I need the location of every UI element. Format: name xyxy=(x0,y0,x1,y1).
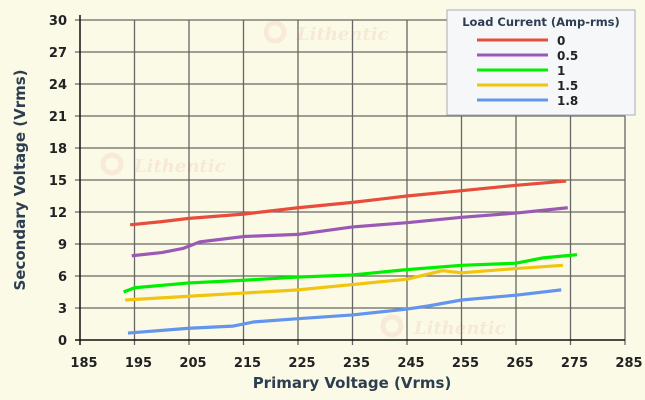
x-tick-label: 185 xyxy=(70,356,97,371)
x-tick-label: 215 xyxy=(234,356,261,371)
legend: Load Current (Amp-rms) 00.511.51.8 xyxy=(446,9,636,116)
watermark-logo xyxy=(380,314,404,338)
x-tick-label: 285 xyxy=(615,356,642,371)
legend-title: Load Current (Amp-rms) xyxy=(462,15,620,29)
y-tick-label: 15 xyxy=(49,174,67,189)
legend-label: 1.8 xyxy=(557,94,578,108)
axes: 185 195 205 215 225 235 245 255 265 275 2850369121… xyxy=(49,14,643,371)
legend-label: 0.5 xyxy=(557,49,578,63)
y-axis-label: Secondary Voltage (Vrms) xyxy=(11,69,29,290)
watermark-logo xyxy=(263,20,287,44)
y-tick-label: 27 xyxy=(49,46,67,61)
series-line-1.5 xyxy=(125,263,563,302)
y-tick-label: 30 xyxy=(49,14,67,29)
legend-label: 1 xyxy=(557,64,565,78)
x-tick-label: 275 xyxy=(561,356,588,371)
x-tick-label: 245 xyxy=(397,356,424,371)
watermark-text: Lithentic xyxy=(296,24,389,45)
y-tick-label: 21 xyxy=(49,110,67,125)
y-tick-label: 18 xyxy=(49,142,67,157)
legend-label: 1.5 xyxy=(557,79,578,93)
legend-box xyxy=(446,9,636,116)
y-tick-label: 0 xyxy=(58,334,67,349)
series-line-1 xyxy=(123,253,578,294)
x-tick-label: 195 xyxy=(125,356,152,371)
x-tick-label: 225 xyxy=(288,356,315,371)
y-tick-label: 24 xyxy=(49,78,67,93)
y-tick-label: 9 xyxy=(58,238,67,253)
y-tick-label: 12 xyxy=(49,206,67,221)
x-axis-label: Primary Voltage (Vrms) xyxy=(253,374,452,392)
watermark-text: Lithentic xyxy=(413,318,506,339)
x-tick-label: 265 xyxy=(506,356,533,371)
x-tick-label: 255 xyxy=(452,356,479,371)
series-line-0.5 xyxy=(131,206,568,258)
series-line-1.8 xyxy=(127,288,562,335)
y-tick-label: 3 xyxy=(58,302,67,317)
series-lines xyxy=(123,179,578,335)
watermark-text: Lithentic xyxy=(133,156,226,177)
series-line-0 xyxy=(129,179,567,227)
x-tick-label: 235 xyxy=(343,356,370,371)
watermark-logo xyxy=(100,152,124,176)
x-tick-label: 205 xyxy=(179,356,206,371)
watermark: Lithentic Lithentic Lithentic xyxy=(100,20,506,339)
legend-label: 0 xyxy=(557,34,565,48)
y-tick-label: 6 xyxy=(58,270,67,285)
